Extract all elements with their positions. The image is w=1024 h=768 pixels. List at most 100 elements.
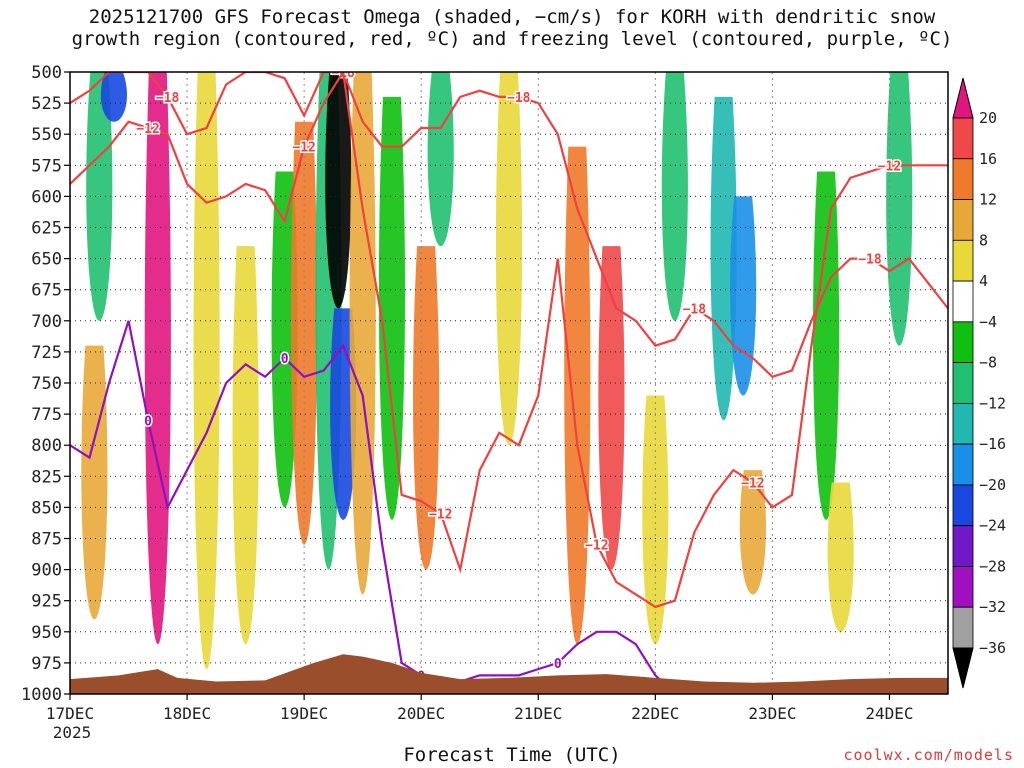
- omega-band-13: [413, 246, 440, 570]
- omega-band-25: [827, 482, 854, 632]
- omega-band-4: [193, 72, 220, 670]
- omega-band-23: [812, 171, 840, 520]
- colorbar-label-6: −8: [979, 354, 997, 372]
- colorbar-swatch-8: [952, 402, 974, 445]
- colorbar-label-8: −16: [979, 435, 1006, 453]
- colorbar: 20 16 12 8 4 −4 −8 −12 −16 −20 −24 −28 −32 −36: [952, 77, 1006, 689]
- colorbar-swatch-13: [952, 606, 974, 649]
- colorbar-label-13: −36: [979, 639, 1006, 657]
- omega-band-19: [661, 72, 688, 321]
- omega-band-11: [349, 72, 376, 595]
- contour-label-dgz-upper-3: −18: [683, 302, 707, 317]
- colorbar-label-2: 12: [979, 191, 997, 209]
- colorbar-swatch-11: [952, 525, 974, 567]
- omega-band-18: [642, 395, 669, 645]
- x-tick-label-23DEC: 23DEC: [748, 704, 796, 723]
- omega-shading-layer: [81, 72, 913, 670]
- y-tick-label-650: 650: [31, 250, 62, 270]
- y-tick-label-900: 900: [31, 561, 62, 581]
- credit-link[interactable]: coolwx.com/models: [843, 746, 1014, 764]
- y-tick-label-875: 875: [31, 530, 62, 550]
- contour-label-dgz-lower-1: −12: [292, 141, 315, 156]
- y-tick-label-575: 575: [31, 156, 62, 176]
- y-tick-label-1000: 1000: [21, 685, 62, 705]
- colorbar-swatch-9: [952, 443, 974, 486]
- contour-label-freezing-level-3: 0: [554, 657, 562, 672]
- x-axis-label: Forecast Time (UTC): [403, 744, 621, 766]
- colorbar-label-3: 8: [979, 231, 988, 249]
- y-tick-label-975: 975: [31, 654, 62, 674]
- colorbar-swatch-7: [952, 362, 974, 404]
- y-tick-label-925: 925: [31, 592, 62, 612]
- x-tick-label-21DEC: 21DEC: [514, 704, 562, 723]
- omega-band-24: [886, 72, 913, 346]
- colorbar-swatch-1: [952, 117, 974, 160]
- contour-label-dgz-lower-0: −12: [136, 122, 159, 137]
- omega-band-3: [144, 72, 171, 645]
- omega-band-16: [564, 146, 591, 645]
- y-tick-label-525: 525: [31, 94, 62, 114]
- x-tick-label-22DEC: 22DEC: [631, 704, 679, 723]
- terrain-surface: [70, 654, 948, 694]
- y-tick-label-750: 750: [31, 374, 62, 394]
- title-line-1: 2025121700 GFS Forecast Omega (shaded, −…: [88, 6, 936, 28]
- omega-band-9: [325, 72, 352, 309]
- contour-label-dgz-lower-4: −12: [741, 477, 764, 492]
- x-year-label: 2025: [53, 723, 92, 742]
- y-tick-label-625: 625: [31, 219, 62, 239]
- x-tick-label-18DEC: 18DEC: [163, 704, 211, 723]
- contour-label-dgz-upper-0: −18: [156, 91, 180, 106]
- title-line-2: growth region (contoured, red, ºC) and f…: [71, 28, 953, 50]
- omega-band-21: [730, 196, 757, 396]
- contour-label-dgz-upper-2: −18: [507, 91, 531, 106]
- colorbar-label-12: −32: [979, 598, 1006, 616]
- y-tick-label-600: 600: [31, 187, 62, 207]
- omega-band-20: [710, 96, 737, 421]
- colorbar-label-5: −4: [979, 313, 997, 331]
- y-tick-label-500: 500: [31, 63, 62, 83]
- omega-band-1: [100, 72, 127, 122]
- omega-band-14: [427, 72, 454, 247]
- x-tick-label-24DEC: 24DEC: [865, 704, 913, 723]
- colorbar-swatch-5: [952, 280, 974, 323]
- contour-label-dgz-upper-4: −18: [858, 253, 882, 268]
- terrain-layer: [70, 654, 948, 694]
- colorbar-label-7: −12: [979, 394, 1006, 412]
- contour-label-dgz-lower-2: −12: [429, 508, 452, 523]
- y-tick-label-850: 850: [31, 498, 62, 518]
- y-tick-label-800: 800: [31, 436, 62, 456]
- omega-band-12: [378, 96, 406, 520]
- colorbar-swatch-2: [952, 158, 974, 200]
- contour-label-freezing-level-0: 0: [144, 414, 152, 429]
- colorbar-label-1: 16: [979, 150, 997, 168]
- omega-band-6: [271, 171, 298, 508]
- x-tick-label-17DEC: 17DEC: [46, 704, 94, 723]
- omega-band-17: [598, 246, 625, 570]
- chart-title: 2025121700 GFS Forecast Omega (shaded, −…: [0, 6, 1024, 50]
- y-tick-label-825: 825: [31, 467, 62, 487]
- colorbar-swatch-min: [952, 647, 974, 689]
- colorbar-swatch-10: [952, 484, 974, 527]
- omega-band-22: [739, 470, 766, 595]
- contour-freezing-level: [70, 320, 753, 694]
- colorbar-swatch-max: [952, 77, 974, 119]
- y-tick-label-550: 550: [31, 125, 62, 145]
- x-axis: 17DEC 18DEC 19DEC 20DEC 21DEC 22DEC 23DEC 24DEC…: [46, 694, 914, 742]
- contour-label-dgz-lower-3: −12: [585, 539, 608, 554]
- colorbar-label-9: −20: [979, 476, 1006, 494]
- contour-label-dgz-lower-5: −12: [878, 159, 901, 174]
- y-tick-label-700: 700: [31, 312, 62, 332]
- y-tick-label-675: 675: [31, 281, 62, 301]
- contour-label-freezing-level-1: 0: [281, 352, 289, 367]
- omega-band-2: [81, 345, 108, 620]
- y-tick-label-950: 950: [31, 623, 62, 643]
- colorbar-swatch-6: [952, 321, 974, 364]
- contour-layer: −18−18−18−18−18−12−12−12−12−12−1200000: [70, 72, 948, 694]
- colorbar-label-0: 20: [979, 109, 997, 127]
- y-axis: 500 525 550 575 600 625 650 675 700 725 750 775 800 8…: [21, 63, 70, 705]
- colorbar-label-11: −28: [979, 557, 1006, 575]
- contour-dgz-upper: [70, 72, 948, 379]
- colorbar-label-4: 4: [979, 272, 988, 290]
- colorbar-swatch-12: [952, 566, 974, 608]
